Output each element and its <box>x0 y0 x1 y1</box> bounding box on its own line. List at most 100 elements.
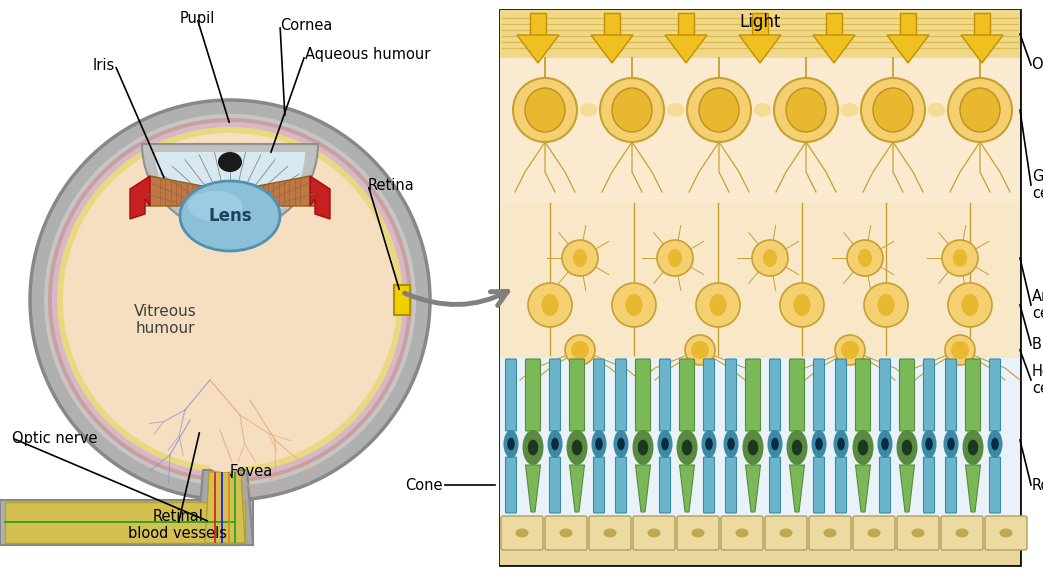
FancyBboxPatch shape <box>677 516 719 550</box>
Ellipse shape <box>857 440 868 455</box>
Ellipse shape <box>748 440 758 455</box>
FancyBboxPatch shape <box>966 359 980 431</box>
FancyBboxPatch shape <box>726 359 736 431</box>
Polygon shape <box>887 35 929 63</box>
Ellipse shape <box>507 438 515 450</box>
Circle shape <box>513 78 577 142</box>
Ellipse shape <box>877 294 895 316</box>
Circle shape <box>657 240 693 276</box>
Bar <box>500 10 1020 58</box>
FancyBboxPatch shape <box>501 516 543 550</box>
Ellipse shape <box>548 430 562 458</box>
FancyBboxPatch shape <box>923 457 935 513</box>
Ellipse shape <box>877 430 893 458</box>
Polygon shape <box>205 472 245 543</box>
Ellipse shape <box>824 529 836 538</box>
Ellipse shape <box>699 88 739 132</box>
Ellipse shape <box>944 430 959 458</box>
FancyBboxPatch shape <box>853 516 895 550</box>
Ellipse shape <box>677 430 698 465</box>
Ellipse shape <box>771 438 779 450</box>
Ellipse shape <box>833 430 849 458</box>
Ellipse shape <box>988 430 1002 458</box>
FancyBboxPatch shape <box>814 457 825 513</box>
FancyBboxPatch shape <box>569 359 584 431</box>
Ellipse shape <box>632 430 654 465</box>
Bar <box>500 358 1020 518</box>
FancyBboxPatch shape <box>659 457 671 513</box>
Bar <box>974 13 990 35</box>
Circle shape <box>692 341 709 359</box>
Ellipse shape <box>841 103 858 117</box>
Ellipse shape <box>927 103 946 117</box>
Polygon shape <box>790 465 804 512</box>
Bar <box>500 518 1020 565</box>
FancyBboxPatch shape <box>790 359 804 431</box>
Ellipse shape <box>897 430 918 465</box>
FancyBboxPatch shape <box>703 359 714 431</box>
Ellipse shape <box>668 249 682 267</box>
Ellipse shape <box>666 103 684 117</box>
Ellipse shape <box>962 294 978 316</box>
Bar <box>900 13 916 35</box>
Text: Horizontal
cells: Horizontal cells <box>1032 364 1043 396</box>
Text: Lens: Lens <box>209 207 251 225</box>
FancyBboxPatch shape <box>946 457 956 513</box>
FancyBboxPatch shape <box>659 359 671 431</box>
Text: Iris: Iris <box>93 58 115 73</box>
Polygon shape <box>591 35 633 63</box>
Circle shape <box>696 283 739 327</box>
FancyBboxPatch shape <box>897 516 939 550</box>
Ellipse shape <box>523 430 543 465</box>
Ellipse shape <box>552 438 559 450</box>
Circle shape <box>948 283 992 327</box>
Ellipse shape <box>580 103 598 117</box>
Text: Aqueous humour: Aqueous humour <box>305 47 431 62</box>
Circle shape <box>612 283 656 327</box>
Ellipse shape <box>573 249 587 267</box>
Ellipse shape <box>816 438 823 450</box>
Wedge shape <box>142 144 318 232</box>
Circle shape <box>862 78 925 142</box>
Polygon shape <box>517 35 559 63</box>
Ellipse shape <box>504 430 518 458</box>
Text: Cornea: Cornea <box>280 17 333 32</box>
Ellipse shape <box>613 430 629 458</box>
Polygon shape <box>899 465 915 512</box>
Ellipse shape <box>838 438 845 450</box>
Ellipse shape <box>868 529 880 538</box>
Ellipse shape <box>960 88 1000 132</box>
Text: Ganglion
cells: Ganglion cells <box>1032 169 1043 201</box>
FancyBboxPatch shape <box>506 359 516 431</box>
Polygon shape <box>961 35 1003 63</box>
FancyBboxPatch shape <box>985 516 1027 550</box>
FancyBboxPatch shape <box>703 457 714 513</box>
FancyBboxPatch shape <box>941 516 983 550</box>
Ellipse shape <box>559 529 573 538</box>
Ellipse shape <box>566 430 587 465</box>
Ellipse shape <box>858 249 872 267</box>
Ellipse shape <box>873 88 913 132</box>
Circle shape <box>841 341 859 359</box>
Circle shape <box>565 335 595 365</box>
Bar <box>500 203 1020 358</box>
Circle shape <box>948 78 1012 142</box>
Polygon shape <box>739 35 781 63</box>
Polygon shape <box>242 176 318 206</box>
Polygon shape <box>0 500 253 545</box>
FancyBboxPatch shape <box>809 516 851 550</box>
Ellipse shape <box>763 249 777 267</box>
FancyBboxPatch shape <box>879 457 891 513</box>
Circle shape <box>687 78 751 142</box>
Ellipse shape <box>925 438 932 450</box>
Ellipse shape <box>705 438 712 450</box>
Ellipse shape <box>953 249 967 267</box>
Polygon shape <box>197 470 253 545</box>
Bar <box>826 13 842 35</box>
FancyBboxPatch shape <box>550 359 560 431</box>
Polygon shape <box>569 465 584 512</box>
Ellipse shape <box>210 462 240 472</box>
FancyBboxPatch shape <box>990 359 1000 431</box>
FancyBboxPatch shape <box>879 359 891 431</box>
Circle shape <box>945 335 975 365</box>
